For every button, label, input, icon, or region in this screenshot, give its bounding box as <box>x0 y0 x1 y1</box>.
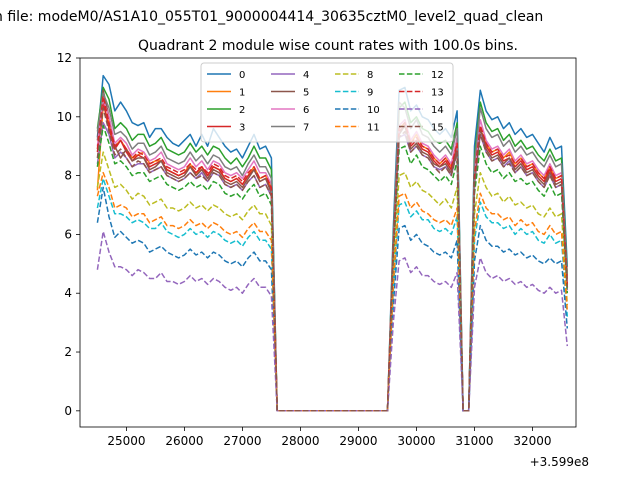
legend-entry-label: 3 <box>239 123 245 134</box>
series-line-11 <box>96 171 569 412</box>
series-line-14 <box>96 230 569 412</box>
legend-entry-label: 13 <box>431 88 444 99</box>
legend-entry-label: 4 <box>303 70 309 81</box>
legend-box <box>200 62 454 143</box>
y-tick-label: 4 <box>64 286 72 300</box>
y-tick-label: 8 <box>64 169 72 183</box>
legend-entry-label: 10 <box>367 105 380 116</box>
x-tick-label: 30000 <box>397 434 435 448</box>
legend-entry-label: 7 <box>303 123 309 134</box>
legend-entry-label: 2 <box>239 105 245 116</box>
y-tick-label: 0 <box>64 404 72 418</box>
legend-entry-label: 12 <box>431 70 444 81</box>
legend-entry-label: 8 <box>367 70 373 81</box>
legend-entry-label: 11 <box>367 123 380 134</box>
legend-entry-label: 15 <box>431 123 444 134</box>
chart-title: Quadrant 2 module wise count rates with … <box>138 38 518 54</box>
legend-entry-label: 6 <box>303 105 309 116</box>
x-tick-label: 31000 <box>455 434 493 448</box>
y-axis: 0 2 4 6 8 10 12 <box>57 51 80 418</box>
x-tick-label: 26000 <box>165 434 203 448</box>
legend-entry-label: 1 <box>239 88 245 99</box>
legend-entry-label: 9 <box>367 88 373 99</box>
legend-entry-label: 14 <box>431 105 444 116</box>
legend-entry-label: 0 <box>239 70 245 81</box>
plot-frame <box>79 57 577 428</box>
y-tick-label: 2 <box>64 345 72 359</box>
x-tick-label: 25000 <box>107 434 145 448</box>
series-layer <box>96 74 569 412</box>
x-axis: 25000 26000 27000 28000 29000 30000 31000 32000 <box>107 427 552 448</box>
x-tick-label: 29000 <box>339 434 377 448</box>
figure-suptitle: n file: modeM0/AS1A10_055T01_9000004414_… <box>0 9 543 25</box>
x-tick-label: 28000 <box>281 434 319 448</box>
legend-entry-label: 5 <box>303 88 309 99</box>
x-tick-label: 27000 <box>223 434 261 448</box>
y-tick-label: 12 <box>57 51 72 65</box>
y-tick-label: 6 <box>64 227 72 241</box>
plot-area: 25000 26000 27000 28000 29000 30000 31000 32000… <box>57 51 589 469</box>
x-tick-label: 32000 <box>513 434 551 448</box>
y-tick-label: 10 <box>57 110 72 124</box>
x-axis-offset-label: +3.599e8 <box>530 455 589 469</box>
